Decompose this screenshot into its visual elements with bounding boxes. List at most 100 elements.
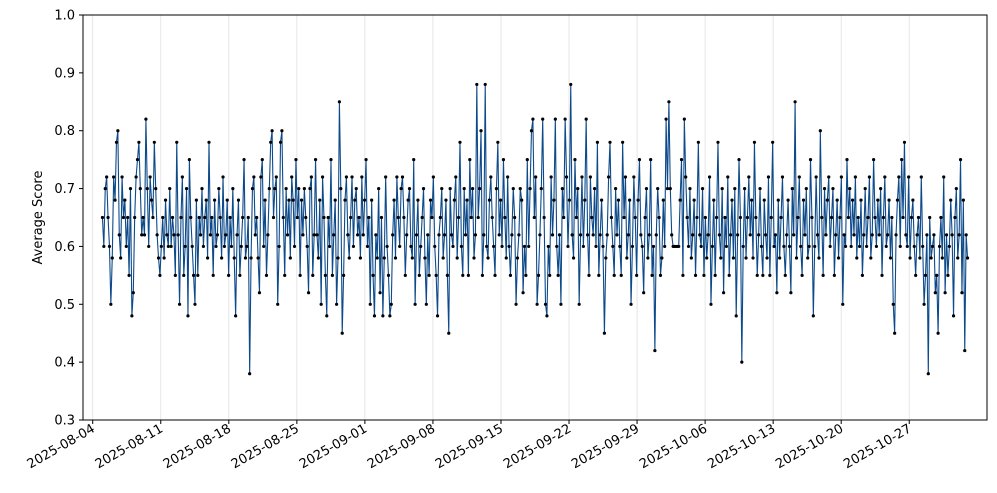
data-point	[196, 273, 200, 277]
data-point	[277, 244, 281, 249]
data-point	[775, 291, 779, 295]
data-point	[478, 186, 482, 191]
data-point	[163, 198, 168, 202]
data-point	[707, 175, 712, 179]
data-point	[288, 256, 292, 260]
data-point	[849, 244, 853, 249]
x-tick-label: 2025-08-25	[229, 421, 302, 472]
data-point	[471, 186, 475, 191]
data-point	[228, 215, 232, 220]
data-point	[552, 198, 556, 202]
data-point	[382, 256, 386, 260]
data-point	[838, 215, 842, 220]
data-point	[405, 233, 409, 237]
data-point	[831, 186, 835, 191]
data-point	[705, 256, 709, 260]
data-point	[431, 175, 435, 179]
data-point	[957, 233, 961, 237]
data-point	[283, 273, 287, 277]
data-point	[350, 175, 354, 179]
data-point	[619, 273, 623, 277]
data-point	[543, 302, 548, 306]
data-point	[677, 244, 681, 249]
data-point	[496, 140, 500, 144]
data-point	[127, 273, 131, 277]
data-point	[946, 273, 950, 277]
data-point	[630, 244, 635, 249]
data-point	[926, 372, 930, 376]
data-point	[144, 117, 148, 121]
data-point	[712, 198, 716, 202]
data-point	[646, 256, 650, 260]
data-point	[668, 186, 672, 191]
data-point	[531, 117, 535, 121]
data-point	[114, 140, 119, 144]
data-point	[820, 215, 824, 220]
data-point	[130, 314, 134, 318]
data-point	[363, 198, 367, 202]
data-point	[194, 198, 198, 202]
data-point	[168, 186, 172, 191]
data-point	[607, 175, 611, 179]
data-point	[385, 244, 389, 249]
data-point	[670, 233, 674, 237]
data-point	[529, 129, 534, 133]
data-point	[412, 158, 416, 162]
data-point	[750, 198, 754, 202]
data-point	[463, 233, 468, 237]
data-point	[807, 244, 811, 249]
data-point	[253, 233, 257, 237]
data-point	[576, 186, 580, 191]
data-point	[109, 302, 113, 306]
data-point	[335, 302, 339, 306]
data-point	[535, 302, 539, 306]
data-point	[643, 215, 647, 220]
data-point	[428, 198, 433, 202]
data-point	[605, 233, 609, 237]
data-point	[462, 186, 466, 191]
data-point	[616, 198, 621, 202]
data-point	[785, 233, 789, 237]
data-point	[908, 256, 912, 260]
data-point	[661, 198, 665, 202]
data-point	[951, 314, 956, 318]
data-point	[949, 198, 953, 202]
data-point	[811, 314, 815, 318]
data-point	[102, 244, 106, 249]
data-point	[842, 233, 846, 237]
data-point	[327, 244, 332, 249]
data-point	[437, 233, 441, 237]
data-point	[737, 158, 741, 162]
data-point	[306, 291, 311, 295]
data-point	[225, 198, 229, 202]
data-point	[365, 244, 370, 249]
data-point	[368, 302, 372, 306]
data-point	[592, 186, 597, 191]
data-point	[822, 186, 827, 191]
data-point	[573, 158, 577, 162]
data-point	[158, 273, 162, 277]
data-point	[322, 215, 326, 220]
data-point	[326, 215, 330, 220]
data-point	[325, 314, 329, 318]
data-point	[524, 273, 528, 277]
data-point	[485, 244, 489, 249]
data-point	[396, 215, 400, 220]
data-point	[640, 244, 644, 249]
data-point	[860, 273, 865, 277]
data-point	[731, 256, 736, 260]
data-point	[215, 233, 220, 237]
data-point	[796, 215, 800, 220]
data-point	[808, 158, 813, 162]
data-point	[660, 256, 664, 260]
data-point	[874, 244, 879, 249]
data-point	[299, 198, 304, 202]
data-point	[654, 233, 658, 237]
data-point	[965, 256, 970, 260]
data-point	[834, 233, 838, 237]
data-point	[555, 244, 559, 249]
data-point	[706, 233, 710, 237]
data-point	[886, 233, 890, 237]
data-point	[729, 233, 733, 237]
data-point	[560, 186, 564, 191]
